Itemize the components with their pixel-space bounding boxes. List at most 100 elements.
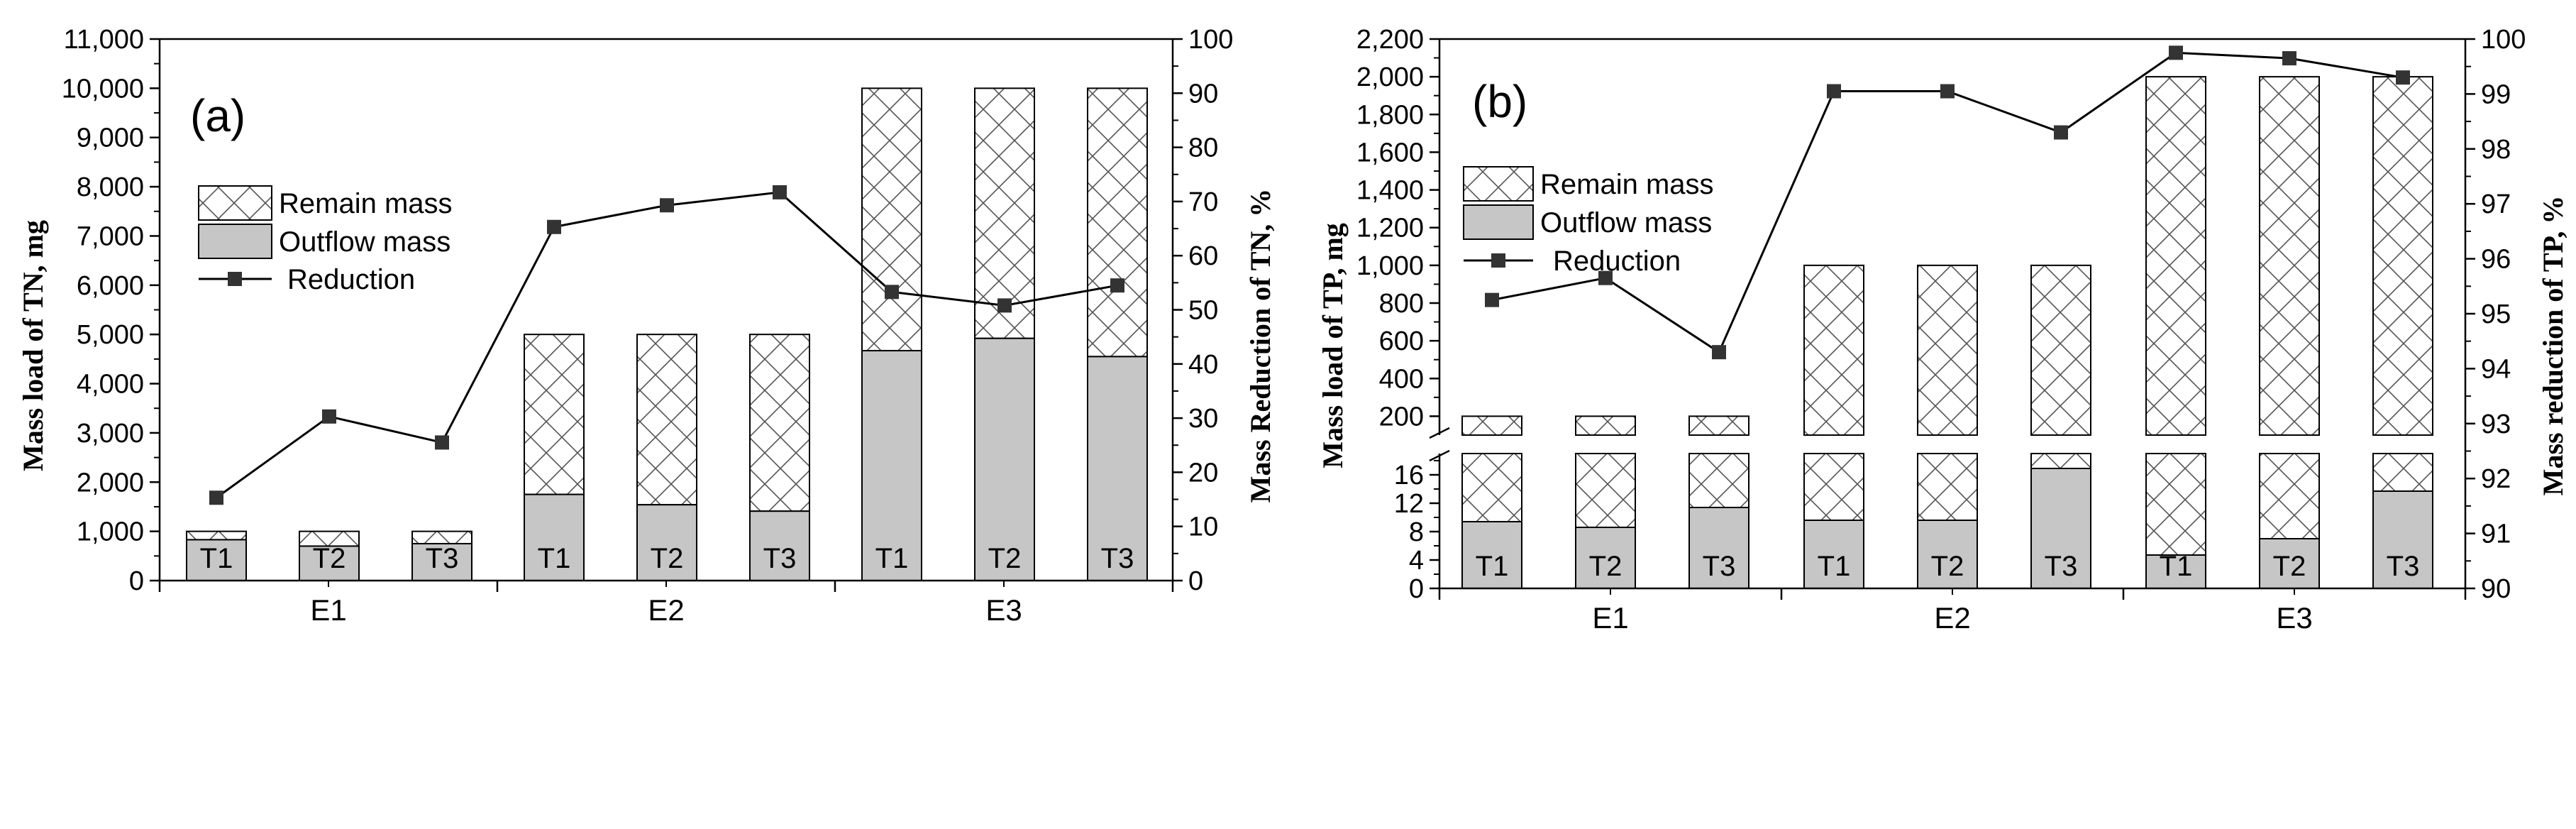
remain-mass-bar xyxy=(2030,264,2091,436)
y-tick-label: 5,000 xyxy=(77,320,144,350)
y-tick-label: 1,000 xyxy=(1356,251,1424,281)
y-tick-label: 8 xyxy=(1409,517,1424,547)
remain-mass-bar xyxy=(636,334,697,506)
reduction-point xyxy=(1940,84,1955,99)
y2-tick-label: 70 xyxy=(1188,187,1218,217)
bar-label: T3 xyxy=(2387,551,2420,582)
y-tick-label: 1,200 xyxy=(1356,214,1424,243)
reduction-point xyxy=(1485,292,1499,307)
y-tick-label: 1,800 xyxy=(1356,100,1424,130)
outflow-mass-bar xyxy=(1087,356,1148,581)
outflow-mass-bar xyxy=(1461,521,1522,589)
remain-mass-bar xyxy=(1688,415,1749,437)
x-category-label: E3 xyxy=(2276,601,2312,635)
bar-label: T2 xyxy=(2273,551,2306,582)
y2-tick-label: 93 xyxy=(2481,410,2511,439)
y-tick-label: 1,600 xyxy=(1356,138,1424,168)
remain-mass-bar xyxy=(411,530,472,544)
reduction-point xyxy=(1827,84,1841,99)
y2-tick-label: 20 xyxy=(1188,458,1218,488)
outflow-mass-bar xyxy=(186,539,247,581)
bar-label: T2 xyxy=(1931,551,1964,582)
y-tick-label: 4 xyxy=(1409,546,1424,576)
x-category-label: E2 xyxy=(1934,601,1970,635)
y2-tick-label: 10 xyxy=(1188,512,1218,542)
y2-tick-label: 50 xyxy=(1188,296,1218,326)
remain-mass-bar xyxy=(749,334,810,512)
outflow-mass-bar xyxy=(1803,520,1864,589)
panel-b-label: (b) xyxy=(1472,76,1527,127)
x-category-label: E1 xyxy=(310,593,346,627)
legend-remain-label: Remain mass xyxy=(1540,169,1714,200)
y2-tick-label: 60 xyxy=(1188,241,1218,271)
reduction-point xyxy=(1712,345,1726,360)
bar-label: T1 xyxy=(1818,551,1851,582)
remain-mass-bar-lower xyxy=(1688,453,1749,508)
remain-mass-bar xyxy=(1917,264,1978,436)
remain-mass-bar xyxy=(524,334,585,495)
legend-outflow-label: Outflow mass xyxy=(1540,207,1712,238)
reduction-point xyxy=(547,219,561,234)
y-tick-label: 1,000 xyxy=(77,517,144,547)
bar-label: T3 xyxy=(1101,543,1134,574)
y2-tick-label: 91 xyxy=(2481,520,2511,549)
legend-outflow-swatch xyxy=(1463,204,1534,240)
outflow-mass-bar xyxy=(1575,527,1636,589)
remain-mass-bar-lower xyxy=(1917,453,1978,521)
y-tick-label: 4,000 xyxy=(77,370,144,400)
y2-tick-label: 95 xyxy=(2481,300,2511,329)
y-tick-label: 6,000 xyxy=(77,271,144,301)
reduction-point xyxy=(322,409,336,424)
reduction-point xyxy=(660,198,674,213)
bar-label: T1 xyxy=(538,543,571,574)
y-tick-label: 9,000 xyxy=(77,123,144,153)
y2-tick-label: 40 xyxy=(1188,350,1218,380)
reduction-point xyxy=(1598,270,1613,285)
y2-tick-label: 90 xyxy=(2481,574,2511,604)
bar-label: T2 xyxy=(988,543,1022,574)
remain-mass-bar xyxy=(1575,415,1636,437)
outflow-mass-bar xyxy=(524,493,585,582)
bar-label: T3 xyxy=(2045,551,2078,582)
remain-mass-bar-lower xyxy=(1575,453,1636,528)
reduction-point xyxy=(997,298,1012,313)
y-tick-label: 3,000 xyxy=(77,419,144,449)
reduction-point xyxy=(2169,45,2183,60)
legend-remain-label: Remain mass xyxy=(279,188,453,219)
y2-tick-label: 100 xyxy=(1188,25,1233,55)
panel-a-chart: T1 T2 T3 T1 T2 T3 T1 T2 T3 0 1,000 2,000 3,000 4,000 5… xyxy=(62,25,1234,627)
y2-tick-label: 80 xyxy=(1188,133,1218,163)
bar-label: T1 xyxy=(1476,551,1509,582)
panel-b-y2label: Mass reduction of TP, % xyxy=(2537,196,2569,496)
legend-reduction-label: Reduction xyxy=(287,264,415,295)
bar-label: T1 xyxy=(200,543,233,574)
outflow-mass-bar xyxy=(636,504,697,581)
remain-mass-bar-lower xyxy=(1803,453,1864,521)
remain-mass-bar-lower xyxy=(1461,453,1522,522)
remain-mass-bar xyxy=(1803,264,1864,436)
y2-tick-label: 94 xyxy=(2481,354,2511,384)
y-tick-label: 16 xyxy=(1394,461,1424,490)
y-tick-label: 11,000 xyxy=(64,25,144,55)
remain-mass-bar-lower xyxy=(2372,453,2433,492)
y-tick-label: 600 xyxy=(1379,326,1424,356)
outflow-mass-bar xyxy=(1917,520,1978,589)
panel-a-label: (a) xyxy=(190,90,245,141)
axis-break-mark xyxy=(1429,449,1450,462)
y2-tick-label: 98 xyxy=(2481,135,2511,165)
axis-break-mark xyxy=(1429,427,1450,439)
y-tick-label: 200 xyxy=(1379,402,1424,432)
bar-label: T2 xyxy=(1589,551,1623,582)
y2-tick-label: 99 xyxy=(2481,79,2511,109)
x-category-label: E2 xyxy=(648,593,684,627)
legend-outflow-label: Outflow mass xyxy=(279,226,450,258)
reduction-point xyxy=(885,285,899,300)
y-tick-label: 1,400 xyxy=(1356,176,1424,206)
legend-reduction-marker xyxy=(228,272,242,286)
legend-reduction-marker xyxy=(1491,253,1505,268)
bar-label: T2 xyxy=(313,543,346,574)
bar-label: T3 xyxy=(763,543,797,574)
legend-outflow-swatch xyxy=(198,224,272,259)
y-tick-label: 400 xyxy=(1379,364,1424,394)
